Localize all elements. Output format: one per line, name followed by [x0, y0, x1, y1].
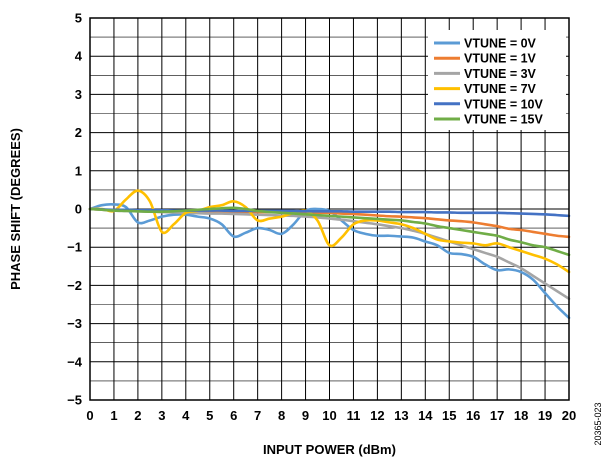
y-tick-label: 2 — [75, 125, 82, 140]
y-tick-label: 3 — [75, 87, 82, 102]
y-tick-label: −3 — [67, 316, 82, 331]
legend-label: VTUNE = 7V — [464, 82, 537, 96]
series-line-5 — [88, 206, 571, 257]
x-tick-label: 11 — [347, 408, 361, 423]
x-tick-label: 3 — [158, 408, 165, 423]
x-tick-label: 1 — [110, 408, 117, 423]
figure-id: 20365-023 — [593, 402, 603, 445]
x-tick-label: 4 — [182, 408, 190, 423]
x-tick-label: 12 — [370, 408, 384, 423]
x-tick-label: 8 — [278, 408, 285, 423]
x-tick-label: 19 — [538, 408, 552, 423]
x-axis-title: INPUT POWER (dBm) — [263, 442, 396, 457]
series-lines — [88, 189, 571, 320]
y-tick-label: 1 — [75, 163, 82, 178]
x-tick-label: 6 — [230, 408, 237, 423]
x-tick-label: 9 — [302, 408, 309, 423]
legend-label: VTUNE = 10V — [464, 97, 544, 111]
y-tick-label: 4 — [75, 49, 83, 64]
y-axis-title: PHASE SHIFT (DEGREES) — [8, 128, 23, 290]
x-tick-label: 7 — [254, 408, 261, 423]
legend-box — [428, 30, 566, 130]
legend-label: VTUNE = 0V — [464, 37, 537, 51]
legend-label: VTUNE = 1V — [464, 52, 537, 66]
x-tick-label: 20 — [562, 408, 576, 423]
x-tick-label: 15 — [442, 408, 456, 423]
x-tick-label: 18 — [514, 408, 528, 423]
legend-label: VTUNE = 3V — [464, 67, 537, 81]
x-tick-label: 17 — [490, 408, 504, 423]
plot-frame — [89, 17, 570, 401]
x-tick-label: 0 — [86, 408, 93, 423]
y-tick-label: −2 — [67, 278, 82, 293]
y-tick-label: −5 — [67, 393, 82, 408]
legend-label: VTUNE = 15V — [464, 113, 544, 127]
y-tick-labels: 5 4 3 2 1 0 −1 −2 −3 −4 −5 — [67, 11, 83, 408]
x-tick-label: 16 — [466, 408, 480, 423]
x-tick-label: 13 — [394, 408, 408, 423]
x-tick-label: 14 — [418, 408, 433, 423]
y-tick-label: −1 — [67, 240, 82, 255]
x-tick-labels: 0 1 2 3 4 5 6 7 8 9 10 11 12 13 14 15 16 17 18 19 20 — [86, 408, 576, 423]
y-tick-label: 0 — [75, 202, 82, 217]
y-tick-label: −4 — [67, 354, 83, 369]
y-tick-label: 5 — [75, 11, 82, 26]
x-tick-label: 5 — [206, 408, 213, 423]
x-tick-label: 10 — [322, 408, 336, 423]
series-line-3 — [88, 189, 571, 274]
x-tick-label: 2 — [134, 408, 141, 423]
